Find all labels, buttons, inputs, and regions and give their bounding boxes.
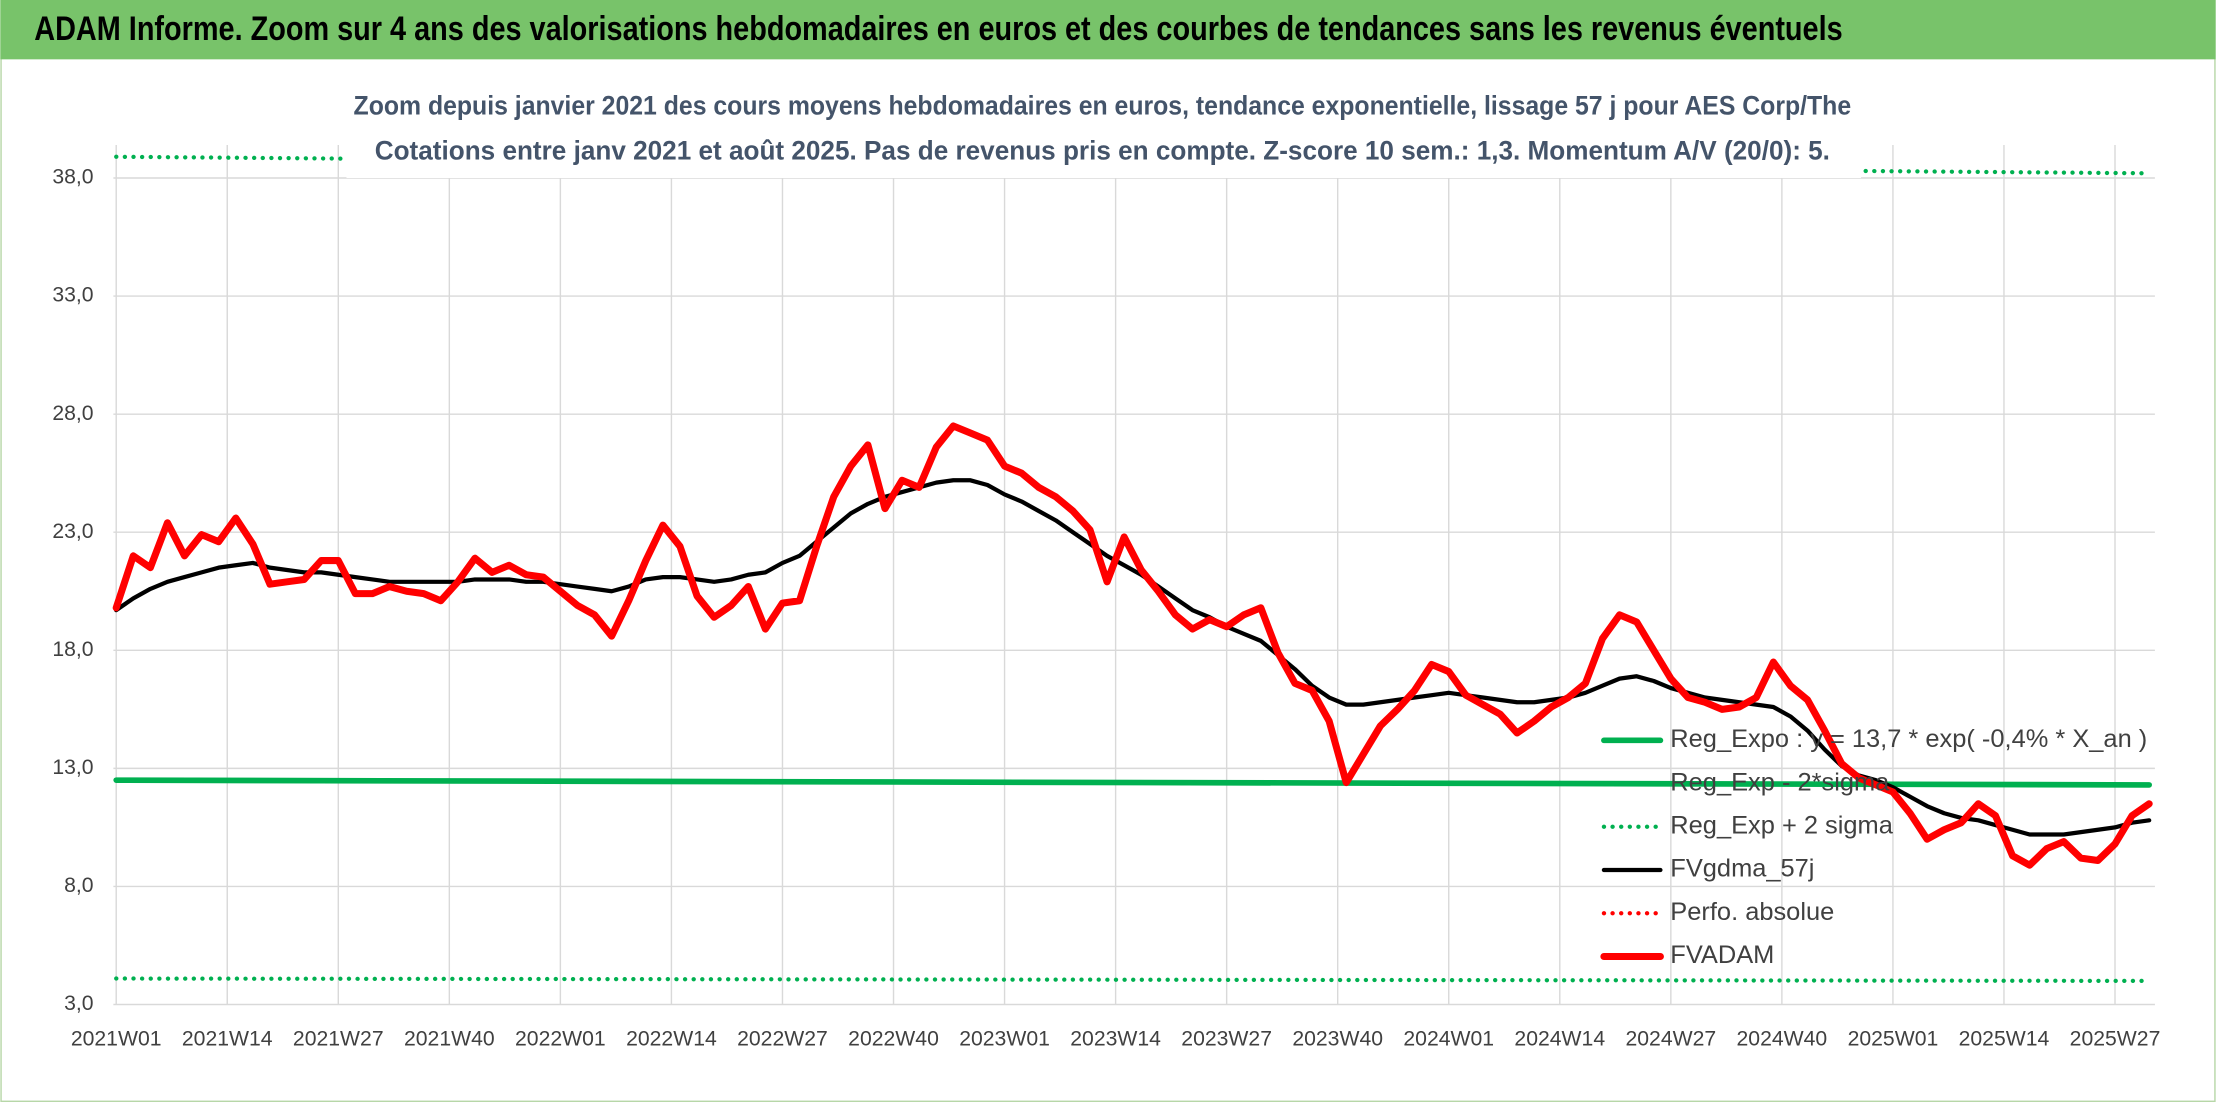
x-tick-label: 2022W27 bbox=[737, 1027, 828, 1050]
series-line bbox=[112, 422, 2153, 869]
y-tick-label: 33,0 bbox=[52, 284, 93, 307]
series-line bbox=[113, 777, 2153, 788]
x-tick-label: 2024W40 bbox=[1737, 1027, 1828, 1050]
title-box bbox=[346, 81, 1862, 179]
x-tick-label: 2024W27 bbox=[1625, 1027, 1716, 1050]
y-tick-label: 28,0 bbox=[52, 402, 93, 425]
x-tick-label: 2023W27 bbox=[1181, 1027, 1272, 1050]
legend-label: Reg_Expo : y = 13,7 * exp( -0,4% * X_an … bbox=[1670, 725, 2147, 753]
x-tick-label: 2021W14 bbox=[182, 1027, 273, 1050]
chart-subtitle: Cotations entre janv 2021 et août 2025. … bbox=[375, 136, 1830, 166]
y-tick-label: 3,0 bbox=[64, 992, 93, 1015]
series-line bbox=[114, 976, 2152, 984]
y-tick-label: 23,0 bbox=[52, 520, 93, 543]
header-title: ADAM Informe. Zoom sur 4 ans des valoris… bbox=[34, 10, 1842, 48]
x-tick-label: 2022W40 bbox=[848, 1027, 939, 1050]
x-tick-label: 2024W14 bbox=[1514, 1027, 1605, 1050]
x-tick-label: 2023W14 bbox=[1070, 1027, 1161, 1050]
header-bar bbox=[0, 0, 2216, 60]
y-tick-label: 18,0 bbox=[52, 638, 93, 661]
legend-label: Reg_Exp - 2*sigma bbox=[1670, 768, 1890, 796]
y-tick-label: 38,0 bbox=[52, 166, 93, 189]
legend-label: FVADAM bbox=[1670, 941, 1774, 969]
legend-label: FVgdma_57j bbox=[1670, 855, 1814, 883]
x-tick-label: 2023W40 bbox=[1292, 1027, 1383, 1050]
x-tick-label: 2021W40 bbox=[404, 1027, 495, 1050]
y-tick-label: 8,0 bbox=[64, 874, 93, 897]
y-tick-label: 13,0 bbox=[52, 756, 93, 779]
x-tick-label: 2022W14 bbox=[626, 1027, 717, 1050]
x-tick-label: 2025W01 bbox=[1848, 1027, 1939, 1050]
x-tick-label: 2022W01 bbox=[515, 1027, 606, 1050]
chart-title: Zoom depuis janvier 2021 des cours moyen… bbox=[354, 90, 1852, 120]
x-tick-label: 2025W14 bbox=[1959, 1027, 2050, 1050]
legend: Reg_Expo : y = 13,7 * exp( -0,4% * X_an … bbox=[1600, 725, 2147, 969]
x-tick-label: 2024W01 bbox=[1403, 1027, 1494, 1050]
x-tick-label: 2025W27 bbox=[2070, 1027, 2161, 1050]
x-tick-label: 2021W01 bbox=[71, 1027, 162, 1050]
x-tick-label: 2021W27 bbox=[293, 1027, 384, 1050]
legend-label: Reg_Exp + 2 sigma bbox=[1670, 812, 1893, 840]
x-tick-label: 2023W01 bbox=[959, 1027, 1050, 1050]
legend-label: Perfo. absolue bbox=[1670, 898, 1834, 926]
